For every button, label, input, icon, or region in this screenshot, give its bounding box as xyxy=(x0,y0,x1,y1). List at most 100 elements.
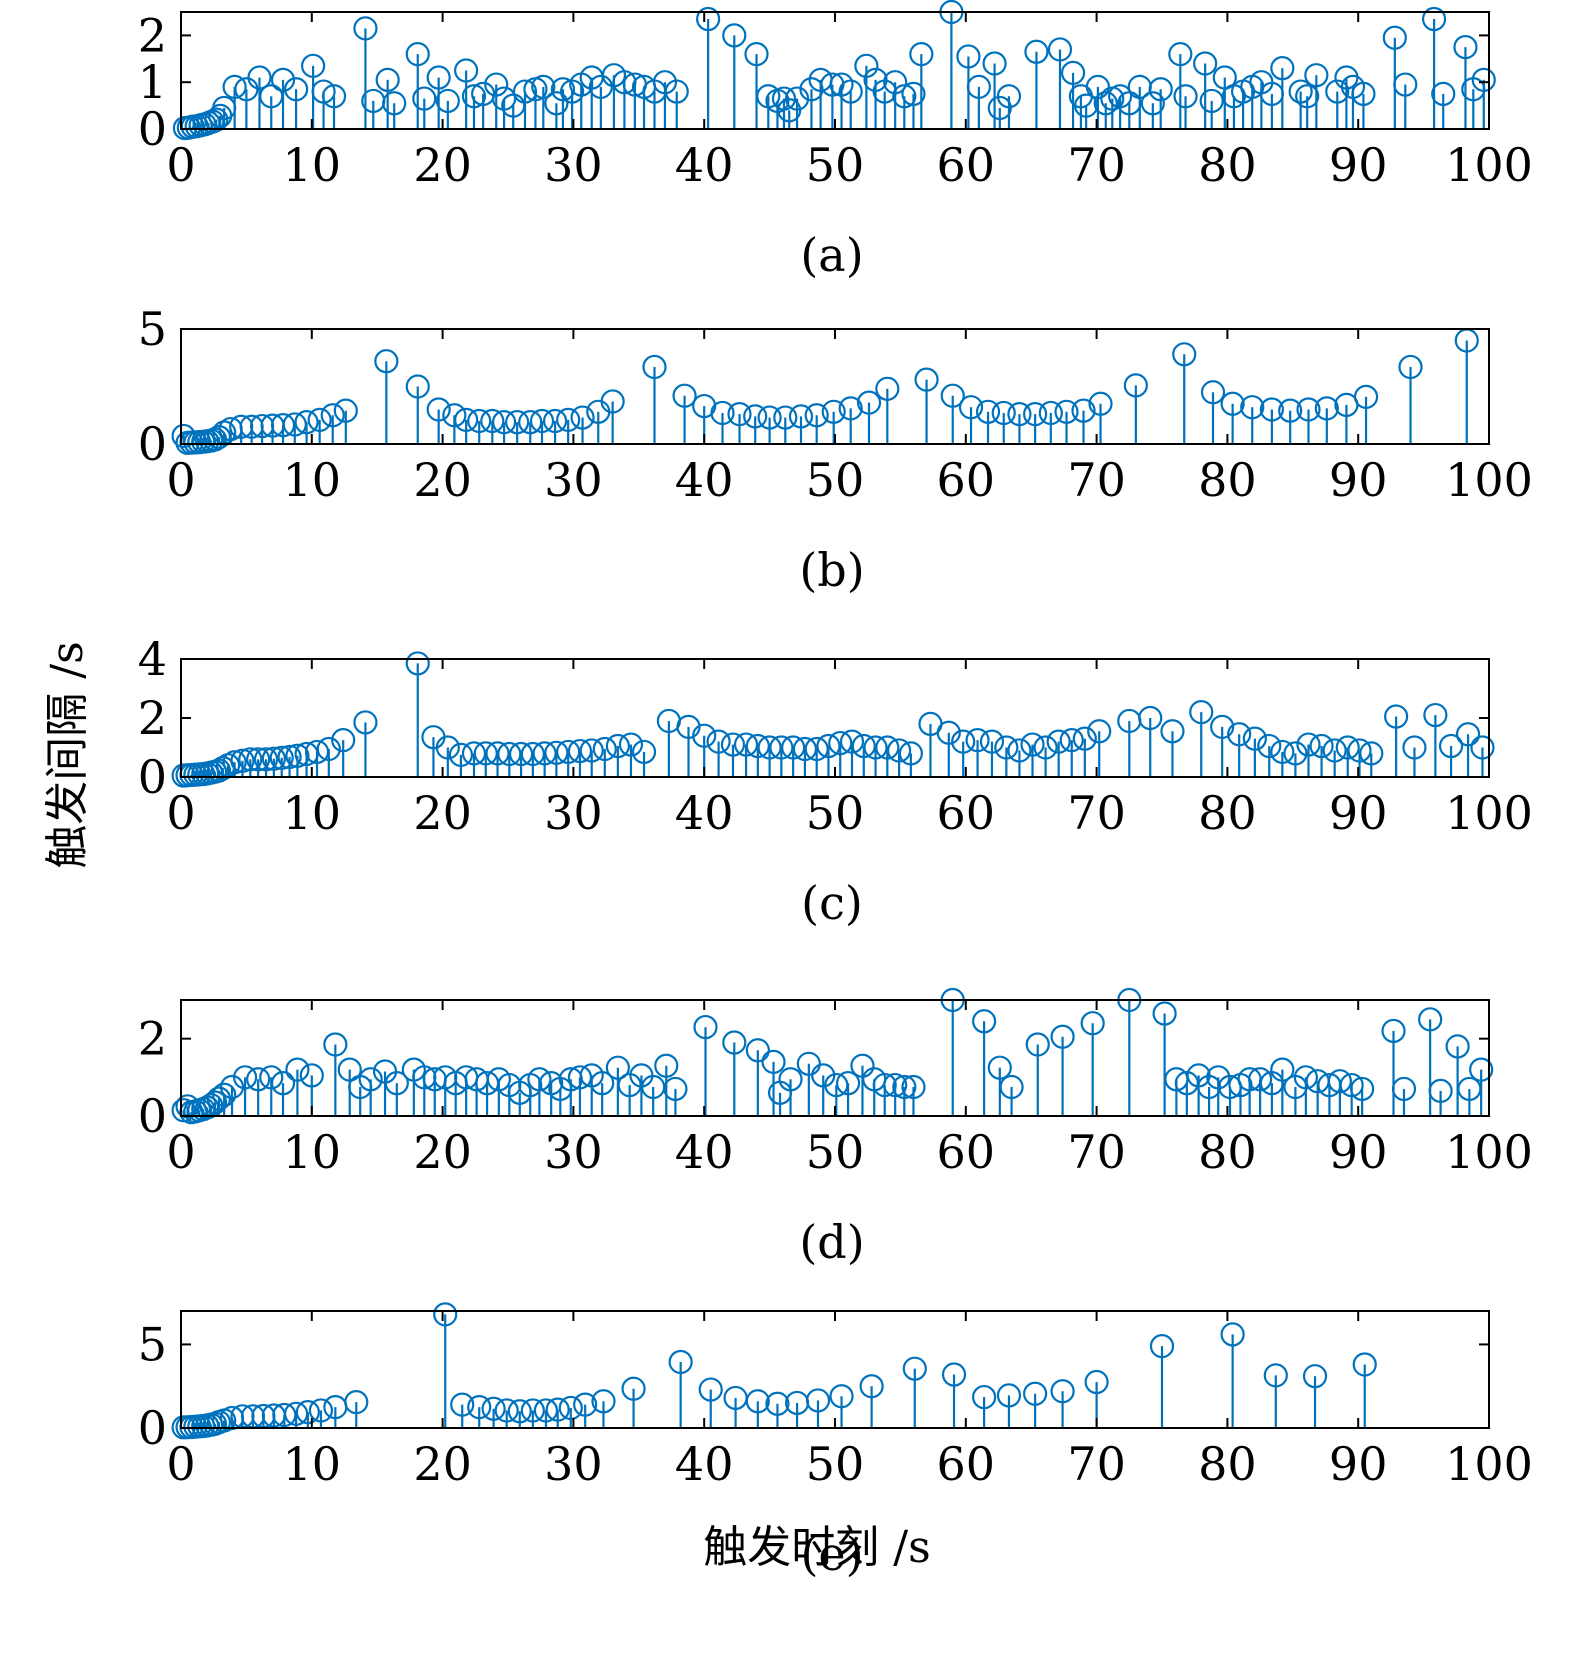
stem-marker xyxy=(901,81,926,107)
stem-marker xyxy=(886,738,912,763)
x-tick-label: 40 xyxy=(675,138,734,192)
stem-marker xyxy=(838,396,863,421)
x-tick-label: 0 xyxy=(166,1125,195,1179)
stem-marker xyxy=(941,1362,967,1387)
stem-marker xyxy=(247,65,272,90)
stem-marker xyxy=(987,1055,1012,1080)
stem-marker xyxy=(1220,391,1245,416)
stem-marker xyxy=(405,42,430,67)
stem-marker xyxy=(940,383,965,408)
stem-marker xyxy=(1007,402,1032,427)
stem-marker xyxy=(979,729,1005,754)
x-tick-label: 0 xyxy=(166,138,195,192)
x-tick-label: 70 xyxy=(1067,453,1126,507)
stem-marker xyxy=(1314,396,1339,421)
stem-marker xyxy=(788,404,814,429)
stem-marker xyxy=(1296,732,1321,757)
stem-marker xyxy=(663,1076,688,1102)
stem-marker xyxy=(285,743,310,768)
x-tick-label: 60 xyxy=(937,138,996,192)
y-tick-label: 0 xyxy=(138,1089,167,1143)
stem-marker xyxy=(507,1399,532,1424)
stem-panel-d: 0 10 20 30 40 50 60 70 80 90 100 0 2 (d) xyxy=(138,987,1533,1269)
stem-marker xyxy=(426,397,451,422)
stem-marker xyxy=(442,403,467,428)
stem-marker xyxy=(804,403,829,428)
stem-marker xyxy=(965,728,990,753)
stem-marker xyxy=(745,1389,770,1414)
stem-marker xyxy=(859,1374,884,1399)
x-tick-label: 10 xyxy=(283,786,342,840)
y-tick-label: 0 xyxy=(138,1401,167,1455)
stem-marker xyxy=(1247,1067,1273,1092)
panel-caption: (b) xyxy=(799,543,864,597)
stem-marker xyxy=(901,1074,926,1100)
stem-marker xyxy=(1123,373,1148,398)
y-tick-label: 1 xyxy=(138,55,167,109)
stem-marker xyxy=(384,1071,409,1096)
stem-marker xyxy=(1152,1001,1177,1026)
stem-marker xyxy=(320,403,345,428)
stem-marker xyxy=(412,86,437,111)
stem-marker xyxy=(1423,702,1448,728)
stem-marker xyxy=(875,376,900,401)
stem-marker xyxy=(892,1074,917,1100)
stem-marker xyxy=(710,400,735,426)
stem-marker xyxy=(765,1391,790,1416)
stem-marker xyxy=(531,74,556,99)
stem-marker xyxy=(898,741,923,766)
y-tick-label: 2 xyxy=(138,8,167,62)
stem-marker xyxy=(433,1302,458,1327)
stem-marker xyxy=(270,1071,296,1096)
x-tick-label: 50 xyxy=(806,138,865,192)
stem-marker xyxy=(761,1049,786,1074)
stem-marker xyxy=(618,732,644,757)
stem-marker xyxy=(277,744,302,770)
stem-marker xyxy=(1455,722,1481,747)
stem-marker xyxy=(270,67,296,92)
stem-marker xyxy=(856,390,882,415)
stem-marker xyxy=(1242,726,1267,751)
stem-panel-e: 0 10 20 30 40 50 60 70 80 90 100 0 5 (e) xyxy=(138,1302,1533,1581)
stem-marker xyxy=(745,1038,770,1063)
stem-marker xyxy=(1080,1011,1105,1036)
stem-marker xyxy=(1381,1018,1406,1044)
stem-marker xyxy=(307,407,332,432)
stem-marker xyxy=(1054,399,1079,424)
stem-marker xyxy=(448,742,474,767)
stem-marker xyxy=(1431,81,1456,107)
stem-marker xyxy=(1050,1379,1075,1404)
stem-marker xyxy=(1350,1076,1375,1102)
stem-marker xyxy=(672,383,697,408)
stem-marker xyxy=(829,1384,854,1409)
x-tick-label: 0 xyxy=(166,1437,195,1491)
stem-marker xyxy=(331,728,356,753)
stem-marker xyxy=(1200,380,1226,405)
stem-marker xyxy=(854,53,879,78)
stem-marker xyxy=(696,6,721,32)
x-tick-label: 20 xyxy=(413,138,472,192)
stem-marker xyxy=(722,23,747,48)
stem-marker xyxy=(321,84,347,109)
stem-marker xyxy=(316,736,341,762)
stem-marker xyxy=(706,729,731,754)
stem-marker xyxy=(1351,81,1376,107)
stem-marker xyxy=(982,51,1007,76)
stem-marker xyxy=(1023,402,1048,427)
stem-marker xyxy=(592,736,617,762)
x-tick-label: 50 xyxy=(806,786,865,840)
x-tick-label: 100 xyxy=(1445,1125,1533,1179)
stem-marker xyxy=(811,1063,836,1088)
x-tick-label: 70 xyxy=(1067,138,1126,192)
x-tick-label: 40 xyxy=(675,786,734,840)
x-tick-label: 60 xyxy=(937,453,996,507)
stem-marker xyxy=(311,79,336,104)
x-tick-label: 80 xyxy=(1198,1125,1257,1179)
stem-marker xyxy=(454,407,479,432)
panel-caption: (e) xyxy=(800,1527,863,1581)
x-tick-label: 100 xyxy=(1445,786,1533,840)
stem-marker xyxy=(909,42,934,67)
stem-marker xyxy=(1050,1024,1075,1049)
